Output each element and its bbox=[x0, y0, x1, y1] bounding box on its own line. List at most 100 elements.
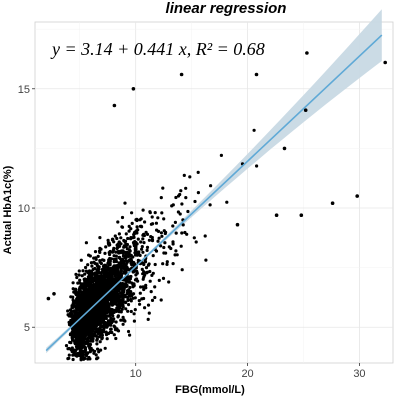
scatter-point bbox=[140, 267, 144, 271]
scatter-point bbox=[79, 258, 83, 262]
scatter-point bbox=[102, 278, 106, 282]
scatter-point bbox=[147, 238, 151, 242]
scatter-point bbox=[181, 223, 185, 227]
scatter-point bbox=[117, 232, 121, 236]
scatter-point bbox=[136, 237, 140, 241]
scatter-point bbox=[109, 327, 113, 331]
scatter-point bbox=[71, 281, 75, 285]
scatter-point bbox=[123, 201, 127, 205]
chart-title: linear regression bbox=[166, 0, 287, 17]
scatter-point bbox=[77, 329, 81, 333]
scatter-point bbox=[225, 200, 229, 204]
scatter-point bbox=[143, 306, 147, 310]
scatter-point bbox=[120, 215, 125, 220]
scatter-point bbox=[86, 357, 90, 361]
scatter-point bbox=[179, 189, 183, 193]
scatter-point bbox=[71, 287, 75, 291]
scatter-point bbox=[97, 317, 101, 321]
scatter-point bbox=[122, 278, 126, 282]
scatter-point bbox=[114, 290, 119, 294]
scatter-point bbox=[159, 244, 163, 248]
scatter-point bbox=[103, 346, 107, 350]
scatter-point bbox=[119, 269, 123, 273]
scatter-point bbox=[173, 220, 177, 224]
scatter-point bbox=[136, 258, 140, 262]
scatter-point bbox=[104, 316, 108, 321]
scatter-point bbox=[117, 298, 122, 302]
scatter-point bbox=[84, 317, 88, 321]
scatter-point bbox=[100, 336, 104, 340]
scatter-point bbox=[106, 331, 111, 336]
scatter-point bbox=[126, 295, 130, 299]
scatter-point bbox=[186, 209, 190, 214]
scatter-point bbox=[157, 278, 161, 282]
scatter-point bbox=[305, 51, 309, 55]
scatter-point bbox=[75, 332, 80, 336]
scatter-point bbox=[133, 308, 137, 312]
scatter-point bbox=[113, 277, 118, 281]
scatter-point bbox=[91, 298, 96, 302]
x-axis-title: FBG(mmol/L) bbox=[175, 384, 245, 396]
scatter-point bbox=[82, 357, 86, 361]
scatter-point bbox=[141, 250, 145, 254]
scatter-point bbox=[64, 344, 69, 348]
scatter-point bbox=[104, 272, 108, 276]
scatter-point bbox=[141, 285, 145, 289]
x-tick-label: 20 bbox=[241, 368, 253, 380]
scatter-point bbox=[141, 208, 145, 212]
scatter-point bbox=[95, 338, 99, 342]
scatter-point bbox=[98, 236, 102, 240]
scatter-point bbox=[162, 217, 166, 221]
scatter-point bbox=[143, 260, 148, 264]
scatter-point bbox=[108, 252, 112, 257]
scatter-point bbox=[114, 336, 118, 341]
scatter-point bbox=[117, 251, 121, 255]
scatter-point bbox=[159, 231, 163, 235]
scatter-point bbox=[89, 290, 93, 294]
scatter-point bbox=[130, 211, 134, 215]
scatter-point bbox=[89, 333, 93, 337]
scatter-point bbox=[92, 351, 96, 355]
scatter-point bbox=[111, 318, 115, 323]
scatter-point bbox=[156, 229, 161, 233]
scatter-point bbox=[98, 301, 102, 305]
scatter-point bbox=[107, 314, 111, 318]
scatter-point bbox=[74, 287, 78, 291]
scatter-point bbox=[110, 299, 114, 303]
scatter-point bbox=[90, 264, 94, 268]
scatter-point bbox=[124, 259, 128, 263]
scatter-point bbox=[99, 324, 103, 329]
scatter-point bbox=[85, 323, 90, 327]
scatter-point bbox=[138, 291, 142, 295]
scatter-point bbox=[149, 235, 153, 239]
scatter-point bbox=[76, 327, 80, 331]
scatter-point bbox=[125, 276, 129, 280]
scatter-point bbox=[88, 272, 92, 276]
scatter-point bbox=[90, 320, 94, 324]
scatter-point bbox=[109, 285, 113, 289]
scatter-point bbox=[126, 309, 130, 313]
scatter-point bbox=[110, 290, 115, 294]
scatter-point bbox=[146, 303, 151, 307]
scatter-point bbox=[123, 240, 127, 244]
scatter-point bbox=[135, 217, 139, 221]
scatter-point bbox=[116, 295, 120, 299]
scatter-point bbox=[171, 242, 175, 246]
scatter-point bbox=[192, 236, 196, 240]
scatter-point bbox=[88, 348, 93, 352]
scatter-point bbox=[79, 337, 83, 341]
scatter-point bbox=[131, 285, 135, 289]
scatter-point bbox=[102, 310, 106, 314]
scatter-point bbox=[77, 308, 81, 312]
scatter-point bbox=[132, 319, 136, 323]
scatter-point bbox=[106, 321, 110, 325]
scatter-point bbox=[163, 231, 167, 236]
scatter-point bbox=[144, 266, 149, 270]
scatter-point bbox=[132, 312, 136, 316]
scatter-point bbox=[85, 352, 89, 356]
scatter-point bbox=[121, 290, 125, 294]
scatter-point bbox=[142, 233, 146, 238]
scatter-point bbox=[77, 269, 81, 273]
scatter-point bbox=[80, 296, 84, 300]
scatter-point bbox=[86, 296, 90, 300]
